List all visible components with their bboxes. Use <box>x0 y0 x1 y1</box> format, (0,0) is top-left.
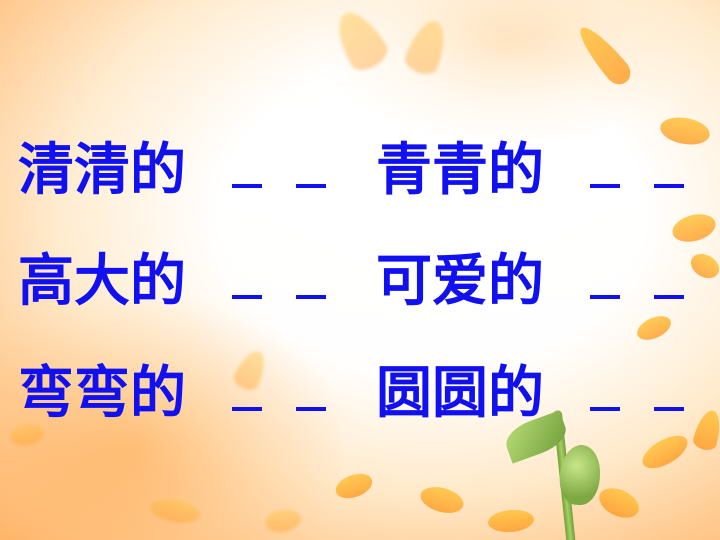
answer-blank <box>590 184 620 188</box>
phrase-item-left: 弯弯的 <box>18 345 338 425</box>
answer-blank <box>232 295 262 299</box>
petal-decoration <box>637 429 693 475</box>
phrase-text: 可爱的 <box>376 248 544 314</box>
phrase-text: 弯弯的 <box>18 360 186 426</box>
phrase-row-2: 高大的 可爱的 <box>0 233 720 313</box>
phrase-item-right: 圆圆的 <box>376 345 706 425</box>
petal-decoration <box>633 311 675 345</box>
answer-blank <box>654 295 684 299</box>
petal-decoration <box>594 482 644 524</box>
background-glow-top-right <box>330 0 690 140</box>
answer-blank <box>296 184 326 188</box>
phrase-item-right: 青青的 <box>376 122 706 202</box>
answer-blank <box>296 295 326 299</box>
answer-blank <box>590 295 620 299</box>
answer-blank <box>590 407 620 411</box>
answer-blank <box>232 184 262 188</box>
phrase-item-right: 可爱的 <box>376 233 706 313</box>
petal-decoration <box>417 482 467 518</box>
phrase-row-3: 弯弯的 圆圆的 <box>0 345 720 425</box>
phrase-item-left: 清清的 <box>18 122 338 202</box>
answer-blank <box>296 407 326 411</box>
phrase-text: 青青的 <box>376 137 544 203</box>
answer-blank <box>654 407 684 411</box>
phrase-row-1: 清清的 青青的 <box>0 122 720 202</box>
background-glow-lower-left <box>0 300 340 540</box>
phrase-item-left: 高大的 <box>18 233 338 313</box>
phrase-text: 圆圆的 <box>376 360 544 426</box>
answer-blank <box>654 184 684 188</box>
phrase-text: 高大的 <box>18 248 186 314</box>
petal-decoration <box>487 508 535 534</box>
phrase-text: 清清的 <box>18 137 186 203</box>
answer-blank <box>232 407 262 411</box>
